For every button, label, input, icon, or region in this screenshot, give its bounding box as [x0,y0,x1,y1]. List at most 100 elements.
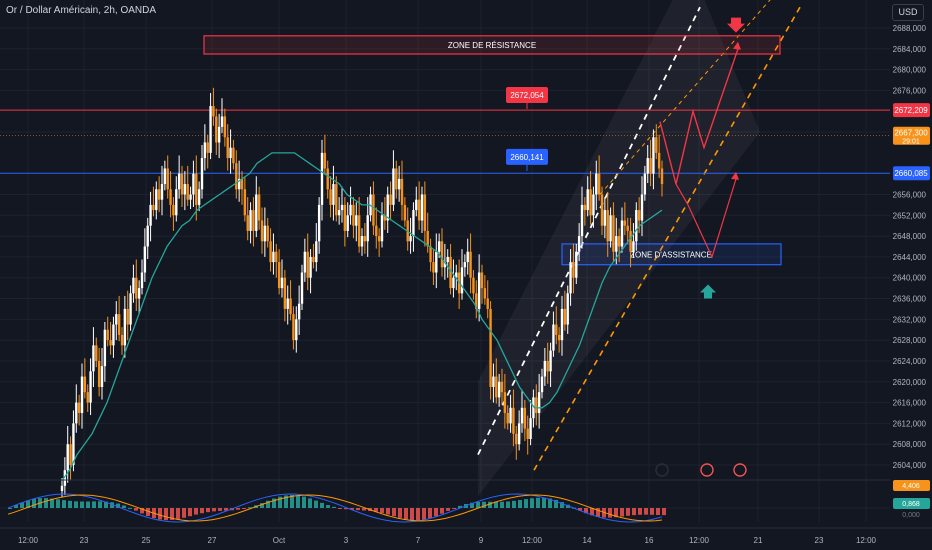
histogram-bar [608,508,612,518]
candle-body [277,262,281,289]
candle-body [400,178,404,205]
candle-body [537,392,541,413]
histogram-bar [626,508,630,516]
candle-body [623,220,627,226]
candle-body [86,392,89,403]
candle-body [292,314,295,341]
resistance-zone [203,35,781,55]
histogram-bar [200,508,204,514]
candle-body [452,277,455,289]
histogram-bar [512,500,516,508]
candle-body [312,256,315,263]
down-arrow-icon [727,17,745,33]
candle-body [363,236,367,242]
chart-grid [0,0,890,522]
time-axis-background [0,528,932,550]
candle-body [600,194,604,226]
histogram-bar [482,501,486,508]
candle-body [297,303,301,320]
histogram-bar [530,498,534,508]
resistance-zone-label: ZONE DE RÉSISTANCE [448,41,536,50]
candle-body [603,210,607,226]
candle-body [446,256,449,263]
candle-body [186,184,189,200]
candle-body [137,288,141,299]
histogram-bar [332,506,336,508]
candle-body [115,314,118,325]
y-tick-label: 2680,000 [893,66,927,75]
histogram-bar [26,500,30,508]
candle-body [557,334,561,341]
candle-body [332,184,335,205]
x-tick-label: 12:00 [522,536,543,545]
candle-body [466,251,469,263]
candle-body [100,366,104,387]
histogram-bar [632,508,636,516]
histogram-bar [50,498,54,508]
candle-body [357,215,361,247]
candle-body [355,215,358,226]
candle-body [189,194,192,200]
candle-body [569,262,572,294]
ind-box-2 [893,498,930,509]
histogram-bar [416,508,420,521]
histogram-bar [80,501,84,508]
candle-body [517,423,521,445]
candle-body [149,204,152,226]
histogram-bar [188,508,192,517]
candle-body [492,376,495,387]
candle-body [220,116,224,127]
candle-body [235,163,238,190]
candle-body [249,210,252,231]
price-axis: 2688,0002684,0002680,0002676,0002668,000… [890,0,932,550]
candle-body [117,314,121,335]
currency-button[interactable]: USD [892,4,924,21]
candle-body [572,262,575,278]
candle-body [477,272,481,309]
candle-body [69,444,72,465]
y-tick-label: 2656,000 [893,190,927,199]
x-tick-label: 23 [815,536,824,545]
candle-body [497,381,501,398]
candle-body [615,236,618,252]
histogram-bar [14,505,18,508]
histogram-bar [62,500,66,508]
candle-body [72,423,75,465]
histogram-bar [518,500,522,508]
histogram-bar [314,500,318,508]
histogram-bar [194,508,198,515]
candle-body [120,334,124,346]
histogram-bar [500,501,504,508]
histogram-bar [584,508,588,514]
candle-body [272,251,275,263]
candle-body [315,241,318,263]
candle-body [340,204,344,211]
histogram-bar [158,508,162,520]
candle-body [352,204,355,226]
candle-body [423,194,427,231]
histogram-bar [44,498,48,508]
candle-body [486,298,489,309]
histogram-bar [20,502,24,508]
histogram-bar [104,501,108,508]
candle-body [460,267,464,294]
candle-body [309,256,312,278]
candle-body [640,194,644,221]
histogram-bar [98,501,102,508]
candle-body [626,225,629,231]
candle-body [632,241,635,252]
candle-body [177,173,181,190]
histogram-bar [164,508,168,521]
x-tick-label: 12:00 [856,536,877,545]
histogram-bar [224,508,228,511]
x-tick-label: 14 [583,536,592,545]
y-tick-label: 2636,000 [893,295,927,304]
candle-body [95,345,98,361]
candle-body [483,288,487,299]
candle-body [620,220,624,247]
candle-body [232,147,235,164]
candle-body [637,210,641,221]
candle-body [463,262,467,268]
projection-arrows [659,17,745,299]
